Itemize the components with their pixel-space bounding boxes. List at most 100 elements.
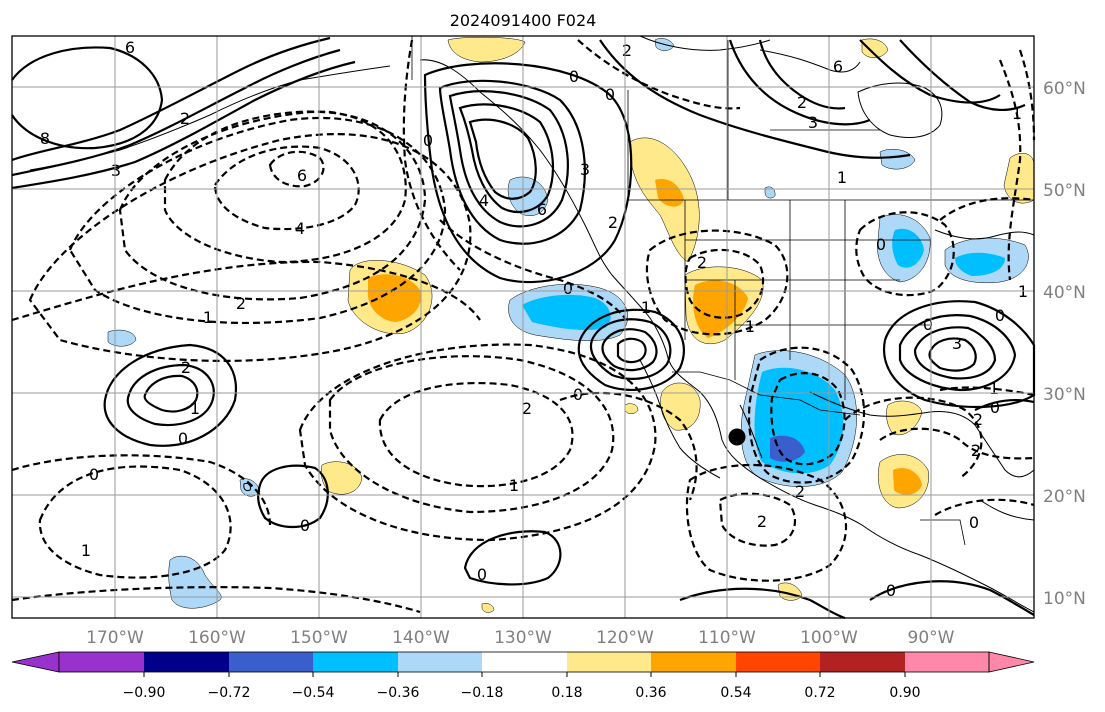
contour-line [68,116,447,325]
lon-tick-label: 120°W [596,628,654,648]
contour-label: 0 [923,315,933,334]
contour-line [577,308,685,391]
contour-label: 1 [190,399,200,418]
lat-tick-label: 60°N [1043,79,1086,99]
gulf-coast [809,391,1035,478]
contour-line [758,39,846,110]
contour-label: 0 [300,516,310,535]
contour-label: 0 [477,565,487,584]
contour-label: 1 [509,476,519,495]
contour-line [118,110,427,301]
shade-neg-dark [770,435,805,462]
lat-tick-label: 40°N [1043,283,1086,303]
colorbar-swatch [398,652,482,672]
contour-label: 0 [563,279,573,298]
contour-label: 0 [995,306,1005,325]
contour-label: 6 [125,38,135,57]
contour-label: 6 [297,166,307,185]
colorbar-ticks [143,672,906,677]
shade-pos-light [481,603,495,613]
northern-coast [639,35,771,51]
shade-pos [893,467,922,495]
contour-label: 4 [295,219,305,238]
longitude-axis: 170°W 160°W 150°W 140°W 130°W 120°W 110°… [86,628,955,648]
contour-line [468,118,537,200]
us-mexico-border [672,371,861,416]
contour-label: 2 [236,294,246,313]
contour-labels: 6 8 3 2 6 4 0 0 2 0 6 2 3 4 6 2 3 1 1 1 … [40,38,1028,600]
contour-line [143,374,199,413]
colorbar: −0.90 −0.72 −0.54 −0.36 −0.18 0.18 0.36 … [11,651,1035,701]
contour-line [998,59,1022,281]
contour-label: 0 [990,398,1000,417]
shade-neg-light [879,149,916,170]
colorbar-tick-label: −0.36 [377,685,420,701]
central-america-border [920,519,966,546]
contour-line [438,79,586,245]
contour-label: 2 [181,358,191,377]
colorbar-tick-label: 0.72 [804,685,835,701]
contour-line [439,219,626,319]
lon-tick-label: 150°W [290,628,348,648]
contour-label: 0 [876,235,886,254]
contour-line [859,39,1001,104]
contour-label: 1 [989,379,999,398]
colorbar-swatch [482,652,567,672]
contour-line [939,197,1035,221]
lon-tick-label: 170°W [86,628,144,648]
station-marker-dot [728,428,746,446]
contour-label: 2 [971,441,981,460]
shade-pos-light [886,400,923,436]
contour-line [974,399,1035,411]
colorbar-swatch [313,652,398,672]
lon-tick-label: 130°W [494,628,552,648]
great-lakes-coast [934,229,1035,240]
contour-line [11,36,331,162]
pacific-coastline [419,59,1035,613]
contour-label: 2 [522,399,532,418]
contour-line [898,314,1017,392]
colorbar-tick-label: 0.90 [889,685,920,701]
shade-pos [367,274,422,322]
contour-label: 0 [569,67,579,86]
contour-line [869,580,1035,616]
colorbar-tick-label: −0.90 [123,685,166,701]
contour-line [298,343,657,542]
colorbar-swatch [229,652,313,672]
colorbar-swatch [905,652,989,672]
shade-neg [522,294,611,331]
map-frame [11,35,1035,619]
contour-line [770,372,846,466]
hawaii-islands [243,483,251,492]
contour-line [11,586,421,614]
colorbar-swatch [567,652,651,672]
gridlines [12,36,1034,618]
lat-tick-label: 20°N [1043,487,1086,507]
contour-label: 8 [40,129,50,148]
contour-line [328,355,615,514]
contour-label: 1 [837,168,847,187]
colorbar-swatch [651,652,736,672]
gulf-of-california-coast [739,404,763,459]
shade-neg-light [764,186,776,199]
contour-label: 0 [969,513,979,532]
contour-line [103,343,237,447]
lon-tick-label: 160°W [188,628,246,648]
contour-line [126,363,215,427]
contour-line [601,328,658,372]
shade-pos-light [861,38,889,58]
caribbean-coast [979,499,1035,521]
colorbar-swatch [144,652,229,672]
colorbar-lower-extension [11,651,60,673]
contour-label: 0 [423,131,433,150]
shade-neg [892,228,924,268]
contour-line [684,248,765,319]
contour-line [577,39,741,110]
shade-pos-light [321,461,363,495]
contour-line [728,39,871,126]
contour-label: 3 [111,161,121,180]
contour-line [213,145,360,231]
colorbar-upper-extension [988,651,1035,673]
contour-label: 0 [573,385,583,404]
contour-label: 1 [81,541,91,560]
